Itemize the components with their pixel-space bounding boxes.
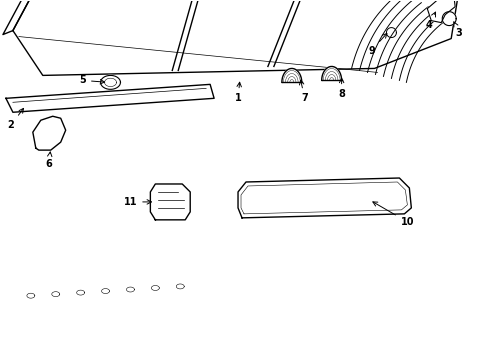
Text: 1: 1 [234, 82, 241, 103]
Polygon shape [427, 0, 454, 23]
Text: 2: 2 [7, 108, 23, 130]
Polygon shape [150, 184, 190, 220]
Polygon shape [33, 116, 65, 150]
Text: 8: 8 [338, 78, 345, 99]
Text: 10: 10 [372, 202, 413, 227]
Text: 5: 5 [79, 75, 104, 85]
Polygon shape [3, 0, 56, 35]
Text: 3: 3 [453, 22, 462, 37]
Text: 4: 4 [425, 12, 435, 30]
Polygon shape [6, 84, 214, 112]
Polygon shape [13, 0, 458, 75]
Text: 9: 9 [367, 33, 386, 55]
Text: 7: 7 [299, 80, 307, 103]
Text: 11: 11 [123, 197, 151, 207]
Polygon shape [101, 75, 120, 89]
Text: 6: 6 [45, 152, 52, 169]
Polygon shape [238, 178, 410, 218]
Polygon shape [281, 68, 301, 82]
Polygon shape [441, 12, 455, 26]
Polygon shape [321, 67, 341, 80]
